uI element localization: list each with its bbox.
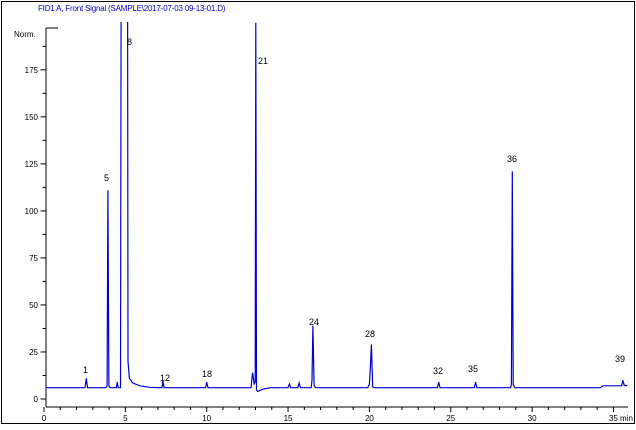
x-tick-label: 0 (42, 414, 47, 423)
peak-label-8: 8 (127, 37, 132, 47)
peak-label-32: 32 (433, 366, 443, 376)
x-tick-label: 35 (609, 414, 618, 423)
y-axis-title: Norm. (14, 30, 36, 39)
y-tick-label: 125 (25, 160, 39, 169)
signal-title: FID1 A, Front Signal (SAMPLE\2017-07-03 … (38, 4, 226, 13)
peak-label-12: 12 (160, 373, 170, 383)
x-tick-label: 15 (284, 414, 293, 423)
y-tick-label: 150 (25, 113, 39, 122)
peak-label-18: 18 (202, 369, 212, 379)
peak-label-39: 39 (615, 354, 625, 364)
y-tick-label: 25 (29, 348, 38, 357)
y-tick-label: 0 (34, 395, 39, 404)
peak-label-36: 36 (507, 154, 517, 164)
x-tick-label: 20 (365, 414, 374, 423)
peak-label-28: 28 (365, 329, 375, 339)
peak-label-21: 21 (258, 56, 268, 66)
x-axis-unit: min (620, 414, 633, 423)
y-tick-label: 50 (29, 301, 38, 310)
x-tick-label: 10 (202, 414, 211, 423)
peak-label-5: 5 (104, 173, 109, 183)
x-tick-label: 25 (446, 414, 455, 423)
y-tick-label: 75 (29, 254, 38, 263)
x-tick-label: 5 (123, 414, 128, 423)
peak-label-35: 35 (468, 364, 478, 374)
y-tick-label: 100 (25, 207, 39, 216)
peak-label-1: 1 (83, 365, 88, 375)
y-tick-label: 175 (25, 66, 39, 75)
peak-label-24: 24 (309, 317, 319, 327)
x-tick-label: 30 (528, 414, 537, 423)
chromatogram-trace (45, 22, 628, 393)
